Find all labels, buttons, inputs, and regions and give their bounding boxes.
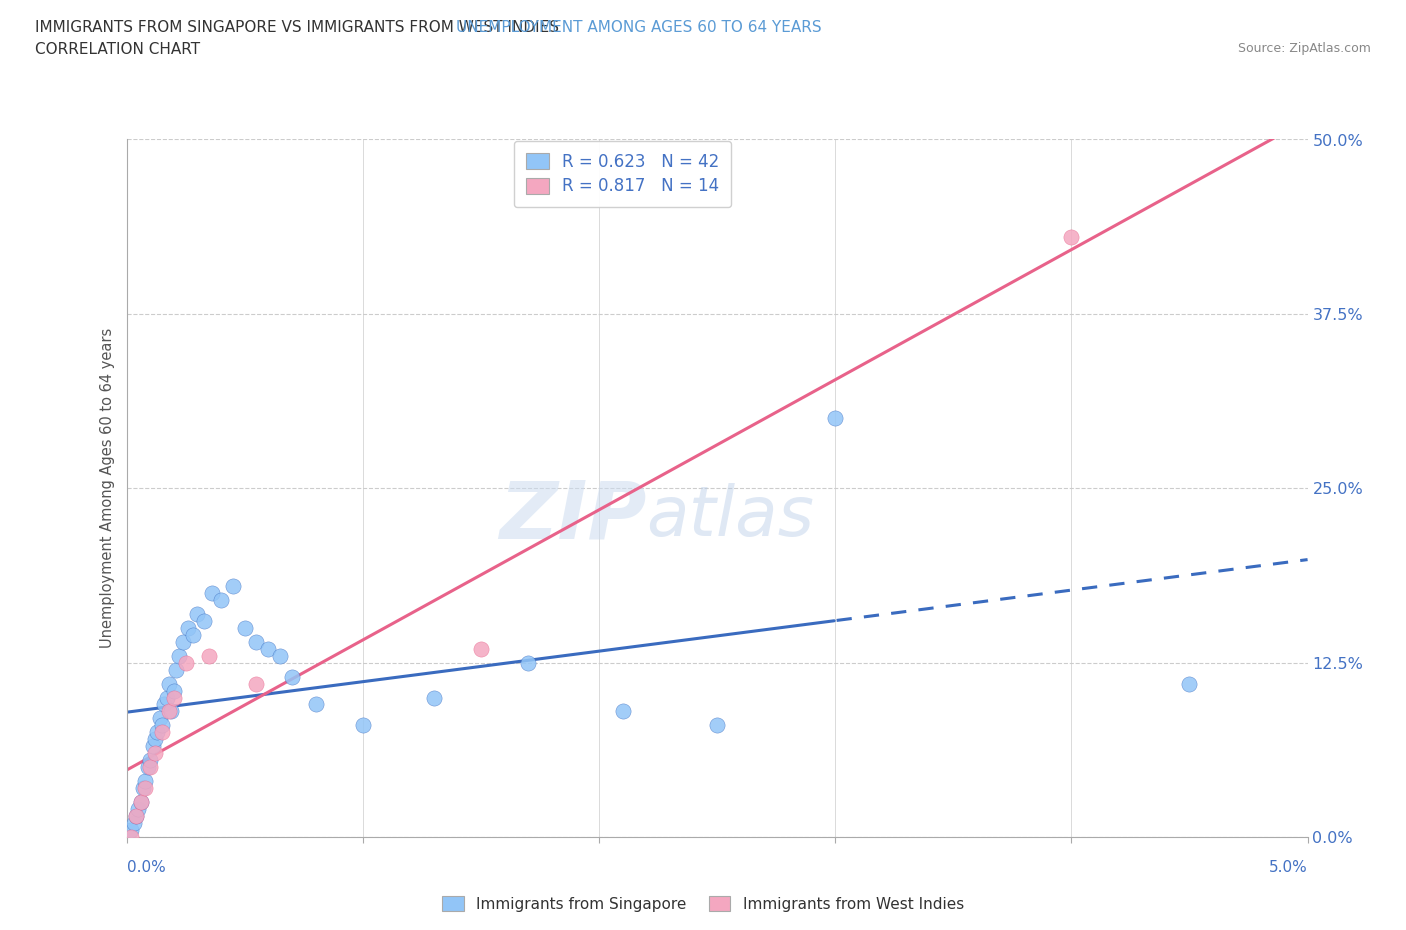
Point: [163, 683, 186, 698]
Point: [1178, 676, 1201, 691]
Point: [122, 816, 145, 830]
Point: [157, 676, 180, 691]
Point: [245, 634, 267, 649]
Point: [222, 578, 245, 593]
Point: [120, 823, 142, 837]
Point: [139, 753, 162, 768]
Point: [139, 760, 162, 775]
Point: [172, 634, 194, 649]
Point: [143, 732, 166, 747]
Point: [233, 620, 256, 635]
Point: [125, 809, 148, 824]
Point: [257, 642, 280, 657]
Point: [120, 830, 142, 844]
Point: [156, 690, 179, 705]
Point: [1060, 230, 1083, 245]
Text: UNEMPLOYMENT AMONG AGES 60 TO 64 YEARS: UNEMPLOYMENT AMONG AGES 60 TO 64 YEARS: [456, 20, 821, 35]
Text: CORRELATION CHART: CORRELATION CHART: [35, 42, 200, 57]
Point: [149, 711, 172, 725]
Point: [143, 746, 166, 761]
Point: [134, 781, 156, 796]
Point: [177, 620, 200, 635]
Y-axis label: Unemployment Among Ages 60 to 64 years: Unemployment Among Ages 60 to 64 years: [100, 328, 115, 648]
Point: [470, 642, 492, 657]
Point: [304, 698, 326, 712]
Point: [281, 670, 304, 684]
Point: [136, 760, 159, 775]
Point: [157, 704, 180, 719]
Point: [706, 718, 728, 733]
Point: [422, 690, 444, 705]
Point: [198, 648, 221, 663]
Point: [132, 781, 155, 796]
Text: Source: ZipAtlas.com: Source: ZipAtlas.com: [1237, 42, 1371, 55]
Text: 0.0%: 0.0%: [127, 860, 166, 875]
Point: [134, 774, 156, 789]
Point: [165, 662, 187, 677]
Point: [269, 648, 291, 663]
Point: [612, 704, 634, 719]
Legend: Immigrants from Singapore, Immigrants from West Indies: Immigrants from Singapore, Immigrants fr…: [436, 890, 970, 918]
Point: [129, 794, 152, 809]
Text: ZIP: ZIP: [499, 477, 647, 555]
Point: [150, 725, 173, 740]
Point: [209, 592, 232, 607]
Point: [150, 718, 173, 733]
Point: [352, 718, 374, 733]
Text: atlas: atlas: [647, 483, 814, 550]
Point: [245, 676, 267, 691]
Point: [824, 411, 846, 426]
Text: IMMIGRANTS FROM SINGAPORE VS IMMIGRANTS FROM WEST INDIES: IMMIGRANTS FROM SINGAPORE VS IMMIGRANTS …: [35, 20, 564, 35]
Point: [517, 655, 540, 670]
Point: [167, 648, 190, 663]
Point: [129, 794, 152, 809]
Point: [200, 586, 222, 601]
Point: [141, 738, 163, 753]
Point: [146, 725, 169, 740]
Point: [125, 809, 148, 824]
Point: [181, 628, 204, 643]
Point: [160, 704, 183, 719]
Point: [186, 606, 208, 621]
Point: [174, 655, 197, 670]
Text: 5.0%: 5.0%: [1268, 860, 1308, 875]
Point: [163, 690, 186, 705]
Legend: R = 0.623   N = 42, R = 0.817   N = 14: R = 0.623 N = 42, R = 0.817 N = 14: [515, 140, 731, 206]
Point: [193, 614, 215, 629]
Point: [127, 802, 149, 817]
Point: [153, 698, 176, 712]
